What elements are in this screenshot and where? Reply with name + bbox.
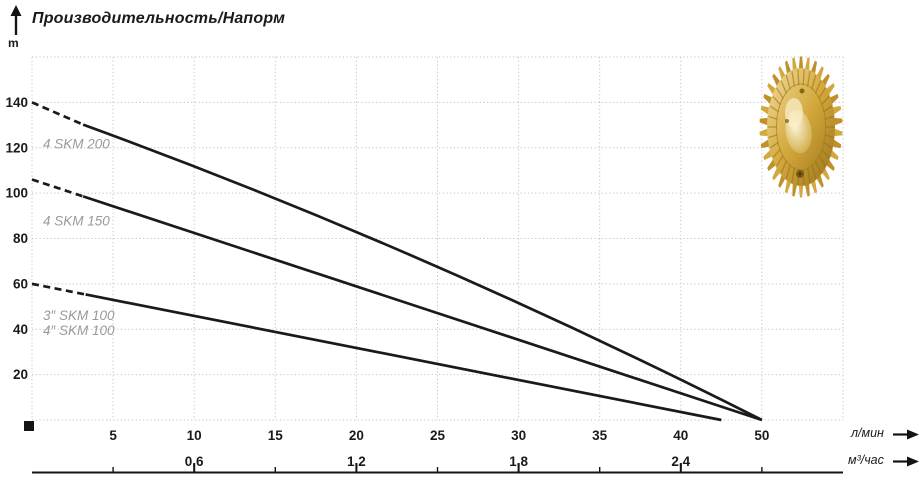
- impeller-fin: [823, 105, 833, 113]
- x-tick-label-lmin: 50: [754, 428, 769, 443]
- impeller-fin: [785, 164, 791, 180]
- impeller-fin: [772, 148, 782, 158]
- impeller-tooth: [760, 139, 770, 149]
- impeller-fin: [791, 167, 796, 183]
- impeller-fin: [824, 134, 834, 139]
- y-tick-label: 100: [5, 186, 28, 201]
- gridlines: [31, 56, 844, 421]
- y-tick-label: 60: [13, 276, 28, 291]
- impeller-fin: [814, 80, 822, 94]
- impeller-fin: [820, 148, 830, 158]
- impeller-tooth: [804, 183, 810, 197]
- impeller-fin: [769, 105, 779, 113]
- impeller-fin: [776, 87, 784, 100]
- pump-curve-dashed-start: [31, 101, 84, 126]
- x-tick-label-m3h: 1,2: [347, 454, 366, 469]
- right-arrow-icon-lmin: [893, 429, 919, 440]
- impeller-hole-top: [799, 88, 805, 94]
- impeller-fin: [769, 141, 779, 149]
- series-label: 4 SKM 150: [43, 214, 110, 229]
- x-tick-label-m3h: 1,8: [509, 454, 528, 469]
- impeller-tooth: [759, 117, 769, 126]
- chart-title: Производительность/Напорм: [32, 10, 286, 27]
- impeller-fin: [823, 141, 833, 149]
- y-tick-label: 80: [13, 231, 28, 246]
- impeller-fin: [806, 167, 811, 183]
- impeller-graphic: [759, 56, 843, 198]
- impeller-fin: [791, 71, 796, 87]
- pump-curve: [82, 123, 763, 422]
- x-tick-label-lmin: 5: [109, 428, 117, 443]
- x-tick-label-lmin: 35: [592, 428, 608, 443]
- pump-curve-dashed-start: [31, 178, 84, 198]
- impeller-tooth: [832, 105, 842, 115]
- impeller-fin: [820, 96, 830, 106]
- impeller-highlight: [785, 98, 803, 128]
- x-tick-label-m3h: 2,4: [671, 454, 690, 469]
- x-tick-label-lmin: 10: [187, 428, 202, 443]
- y-tick-label: 140: [5, 95, 28, 110]
- impeller-fin: [818, 87, 826, 100]
- pump-curve-dashed-start: [31, 282, 86, 296]
- impeller-tooth: [792, 183, 798, 197]
- series-label: 3″ SKM 100: [43, 308, 115, 323]
- impeller-tooth: [833, 117, 843, 126]
- impeller-tooth: [804, 57, 810, 71]
- impeller-tooth: [798, 184, 804, 198]
- impeller-fin: [768, 115, 778, 120]
- pump-curve: [85, 293, 722, 422]
- y-tick-label: 20: [13, 367, 28, 382]
- x-axis-unit-lmin: л/мин: [851, 426, 884, 440]
- impeller-image: [759, 56, 843, 198]
- series-label: 4″ SKM 100: [43, 323, 115, 338]
- impeller-tooth: [810, 179, 818, 194]
- impeller-fin: [776, 154, 784, 167]
- impeller-tooth: [792, 57, 798, 71]
- y-tick-label: 120: [5, 140, 28, 155]
- impeller-tooth: [759, 128, 769, 137]
- x-axis-unit-m3h: м³/час: [848, 453, 884, 467]
- impeller-fin: [797, 69, 800, 86]
- impeller-fin: [780, 80, 788, 94]
- impeller-tooth: [784, 179, 792, 194]
- impeller-fin: [811, 164, 817, 180]
- y-axis-up-arrow-icon: [10, 5, 22, 35]
- impeller-tooth: [784, 60, 792, 75]
- impeller-hole-bottom-center: [798, 172, 802, 176]
- impeller-fin: [824, 115, 834, 120]
- impeller-fin: [806, 71, 811, 87]
- impeller-tooth: [810, 60, 818, 75]
- y-axis-unit-label: m: [8, 36, 19, 50]
- x-tick-label-lmin: 15: [268, 428, 284, 443]
- impeller-fin: [814, 160, 822, 174]
- impeller-fin: [785, 74, 791, 90]
- y-tick-label: 40: [13, 322, 28, 337]
- impeller-fin: [802, 69, 805, 86]
- impeller-rim: [776, 83, 826, 171]
- impeller-tooth: [833, 128, 843, 137]
- impeller-tooth: [832, 139, 842, 149]
- impeller-fin: [772, 96, 782, 106]
- series-label: 4 SKM 200: [43, 136, 110, 151]
- impeller-fin: [780, 160, 788, 174]
- origin-marker: [24, 421, 34, 431]
- impeller-hole-left: [785, 119, 789, 123]
- right-arrow-icon-m3h: [893, 456, 919, 467]
- x-tick-label-lmin: 20: [349, 428, 364, 443]
- impeller-fin: [818, 154, 826, 167]
- pump-curve: [82, 195, 763, 422]
- impeller-fin: [811, 74, 817, 90]
- impeller-fin: [802, 168, 805, 185]
- x-tick-label-m3h: 0,6: [185, 454, 204, 469]
- impeller-fin: [768, 134, 778, 139]
- x-tick-label-lmin: 30: [511, 428, 526, 443]
- axis-ticks-and-labels: 20 40 60 80 100 120 140 5 10 15 20 25 30 35 40 50 0,6 1,2…: [5, 95, 843, 474]
- x-tick-label-lmin: 25: [430, 428, 446, 443]
- impeller-tooth: [760, 105, 770, 115]
- x-tick-label-lmin: 40: [673, 428, 688, 443]
- impeller-tooth: [798, 56, 804, 70]
